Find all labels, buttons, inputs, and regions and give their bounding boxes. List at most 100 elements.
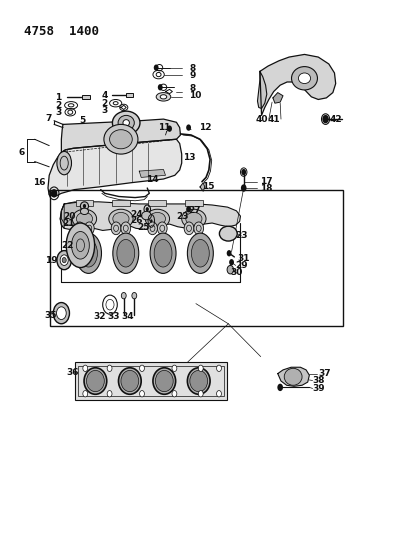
Ellipse shape: [84, 368, 107, 394]
Circle shape: [150, 219, 153, 222]
Ellipse shape: [187, 233, 213, 273]
Polygon shape: [200, 183, 205, 191]
Bar: [126, 93, 133, 97]
Ellipse shape: [220, 226, 237, 241]
Text: 40: 40: [255, 115, 268, 124]
Text: 17: 17: [260, 177, 273, 186]
Ellipse shape: [194, 222, 204, 235]
Bar: [149, 200, 166, 206]
Text: 13: 13: [183, 154, 195, 163]
Text: 2: 2: [101, 99, 108, 108]
Circle shape: [140, 365, 144, 372]
Text: 1: 1: [55, 93, 61, 102]
Text: 8: 8: [189, 64, 195, 73]
Ellipse shape: [111, 222, 121, 235]
Polygon shape: [257, 71, 267, 109]
Circle shape: [217, 365, 222, 372]
Ellipse shape: [186, 213, 202, 225]
Ellipse shape: [75, 233, 102, 273]
Circle shape: [167, 125, 172, 132]
Circle shape: [172, 391, 177, 397]
Ellipse shape: [104, 124, 138, 154]
Circle shape: [172, 365, 177, 372]
Polygon shape: [278, 367, 309, 386]
Text: 37: 37: [318, 369, 331, 378]
Ellipse shape: [132, 293, 137, 299]
Ellipse shape: [84, 222, 94, 235]
Ellipse shape: [60, 255, 68, 265]
Text: 7: 7: [46, 114, 52, 123]
Text: 16: 16: [33, 178, 45, 187]
Text: 23: 23: [235, 231, 248, 240]
Circle shape: [229, 259, 234, 265]
Text: 39: 39: [313, 384, 325, 393]
Polygon shape: [61, 119, 180, 152]
Ellipse shape: [153, 368, 175, 394]
Ellipse shape: [80, 208, 89, 215]
Ellipse shape: [149, 213, 166, 225]
Bar: [78, 366, 224, 396]
Circle shape: [241, 169, 246, 175]
Ellipse shape: [121, 293, 126, 299]
Ellipse shape: [110, 130, 132, 149]
Text: 6: 6: [19, 148, 25, 157]
Circle shape: [241, 184, 246, 192]
Circle shape: [140, 391, 144, 397]
Ellipse shape: [121, 370, 139, 392]
Ellipse shape: [53, 303, 69, 324]
Ellipse shape: [154, 239, 172, 267]
Ellipse shape: [160, 95, 167, 99]
Text: 35: 35: [45, 311, 57, 320]
Ellipse shape: [284, 368, 302, 385]
Text: 8: 8: [189, 84, 195, 93]
Ellipse shape: [56, 307, 66, 319]
Text: 9: 9: [189, 71, 195, 80]
Text: 29: 29: [235, 261, 248, 270]
Polygon shape: [61, 202, 86, 225]
Circle shape: [83, 391, 88, 397]
Polygon shape: [139, 169, 166, 177]
Ellipse shape: [142, 212, 151, 220]
Ellipse shape: [109, 209, 133, 228]
Text: 22: 22: [61, 241, 73, 250]
Ellipse shape: [57, 151, 71, 175]
Circle shape: [51, 189, 57, 198]
Ellipse shape: [187, 368, 210, 394]
Ellipse shape: [227, 265, 234, 274]
Text: 11: 11: [158, 123, 171, 132]
Ellipse shape: [113, 102, 118, 105]
Circle shape: [186, 206, 191, 213]
Ellipse shape: [71, 231, 89, 259]
Circle shape: [227, 250, 232, 256]
Ellipse shape: [66, 223, 95, 268]
Circle shape: [107, 391, 112, 397]
Ellipse shape: [118, 368, 141, 394]
Ellipse shape: [117, 239, 135, 267]
Text: 18: 18: [260, 183, 273, 192]
Polygon shape: [60, 202, 240, 230]
Text: 3: 3: [55, 108, 61, 117]
Text: 41: 41: [268, 115, 280, 124]
Ellipse shape: [190, 370, 208, 392]
Bar: [75, 200, 93, 206]
Ellipse shape: [113, 111, 140, 134]
Polygon shape: [260, 54, 336, 115]
Bar: [75, 362, 227, 400]
Ellipse shape: [145, 209, 170, 228]
Ellipse shape: [76, 213, 93, 225]
Text: 33: 33: [107, 312, 120, 321]
Circle shape: [158, 84, 163, 91]
Ellipse shape: [191, 239, 209, 267]
Circle shape: [322, 115, 329, 123]
Ellipse shape: [75, 222, 84, 235]
Ellipse shape: [68, 104, 74, 107]
Bar: [82, 95, 90, 99]
Circle shape: [277, 384, 283, 391]
Text: 25: 25: [137, 223, 149, 232]
Ellipse shape: [72, 209, 97, 228]
Text: 27: 27: [188, 206, 201, 215]
Text: 24: 24: [130, 210, 142, 219]
Ellipse shape: [113, 213, 129, 225]
Text: 2: 2: [55, 101, 61, 110]
Polygon shape: [48, 139, 182, 197]
